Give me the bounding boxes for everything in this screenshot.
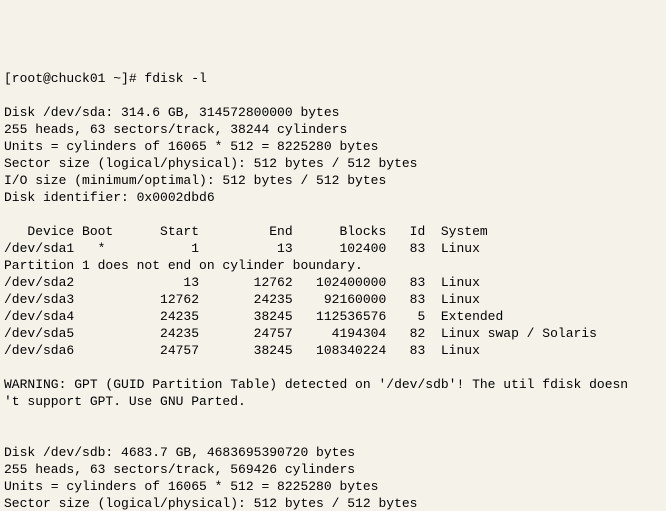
terminal-output: [root@chuck01 ~]# fdisk -l Disk /dev/sda… [4, 70, 662, 511]
